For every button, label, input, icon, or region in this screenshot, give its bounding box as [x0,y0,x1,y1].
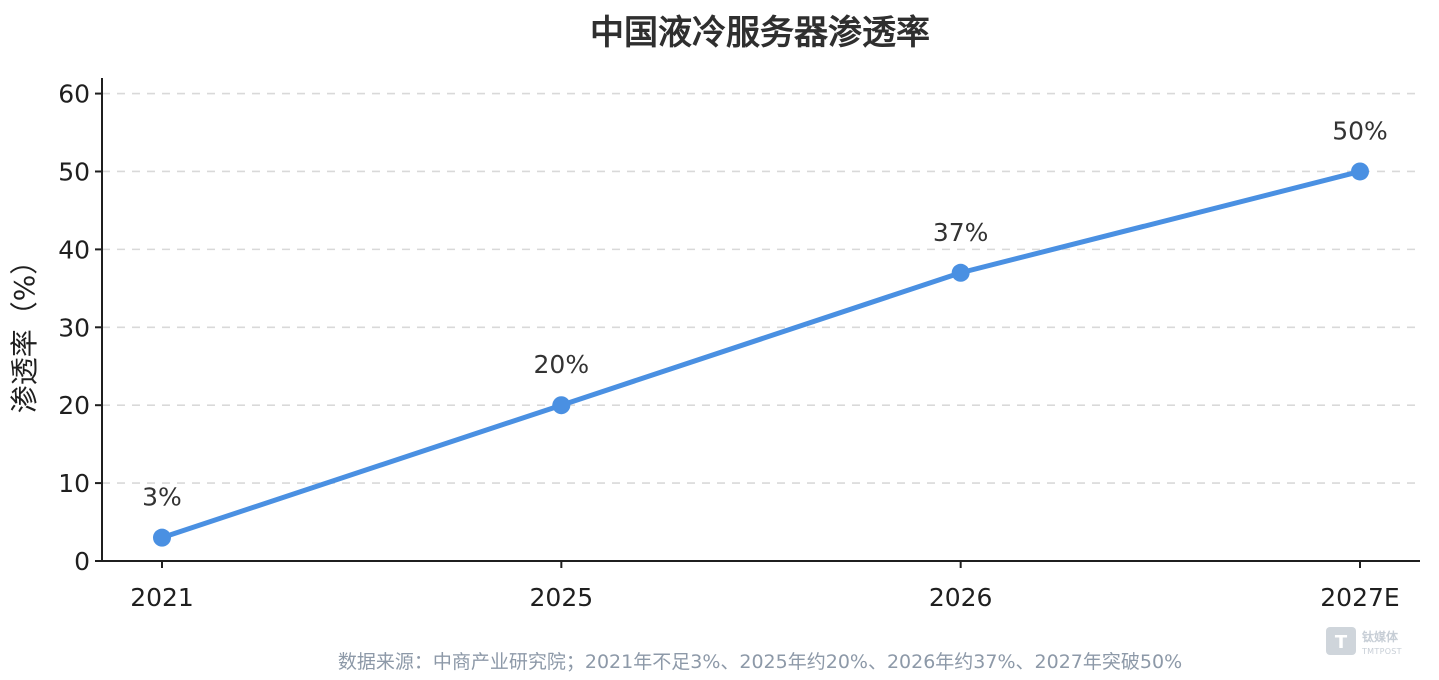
watermark-logo-letter: T [1335,632,1348,653]
chart-title: 中国液冷服务器渗透率 [590,13,930,53]
watermark-logo-box [1326,627,1356,655]
x-tick-label: 2026 [929,583,993,612]
watermark-subtext: TMTPOST [1361,647,1402,656]
y-tick-label: 60 [58,80,90,109]
y-tick-label: 10 [58,469,90,498]
series-line [159,168,1363,541]
watermark-text: 钛媒体 [1362,629,1399,644]
x-tick-label: 2027E [1320,583,1399,612]
data-point [153,528,171,547]
y-tick-label: 50 [58,157,90,186]
data-label: 37% [933,218,989,247]
y-tick-label: 20 [58,391,90,420]
y-axis-title: 渗透率（%） [8,247,41,414]
data-point [552,396,571,415]
watermark-logo: T 钛媒体 TMTPOST [1326,627,1402,656]
data-label: 50% [1332,116,1388,145]
x-tick-label: 2021 [130,583,194,612]
y-tick-label: 40 [58,235,90,264]
x-tick-label: 2025 [530,583,594,612]
y-tick-label: 0 [74,547,90,576]
data-point [951,263,970,282]
data-label: 20% [534,350,590,379]
data-point [1351,162,1369,181]
data-label: 3% [142,483,182,512]
plot-layer: 0 10 20 30 40 50 60 2021 2025 2026 2027E 3% 20% 37% 50… [58,78,1420,612]
y-tick-label: 30 [58,313,90,342]
source-note: 数据来源：中商产业研究院；2021年不足3%、2025年约20%、2026年约3… [338,651,1182,673]
